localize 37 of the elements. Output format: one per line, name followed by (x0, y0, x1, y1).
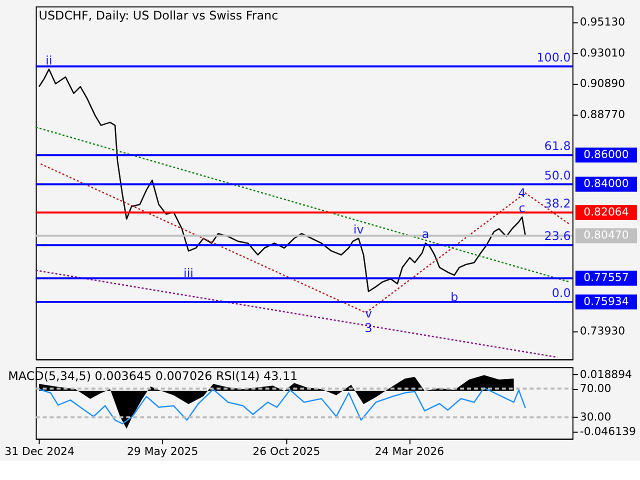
annotation: 23.6 (544, 229, 571, 244)
annotation: 38.2 (544, 196, 571, 211)
annotation: v (364, 306, 372, 320)
line-series (38, 387, 526, 424)
y2-tick-label: 30.00 (580, 410, 612, 424)
annotation: 61.8 (544, 139, 571, 154)
annotation: 4 (518, 186, 526, 200)
ref-line-label: 0.82064 (584, 205, 629, 218)
annotation: 0.0 (552, 286, 571, 300)
annotation: 3 (364, 321, 372, 336)
y-tick-label: -0.046139 (580, 424, 636, 438)
x-tick-label: 29 May 2025 (126, 445, 198, 458)
annotation: iv (353, 222, 364, 236)
annotation: ii (46, 53, 52, 68)
y-tick-label: 0.73930 (580, 324, 626, 338)
line-series (38, 68, 526, 292)
annotation: 100.0 (536, 50, 571, 64)
x-tick-label: 24 Mar 2026 (374, 445, 444, 458)
y-tick-label: 0.95130 (580, 15, 626, 28)
y-tick-label: 0.88770 (580, 108, 626, 122)
ref-line-label: 0.75934 (584, 294, 629, 308)
x-tick-label: 31 Dec 2024 (4, 445, 75, 458)
chart-title: USDCHF, Daily: US Dollar vs Swiss Franc (38, 8, 278, 22)
y-tick-label: 0.018894 (580, 368, 632, 381)
x-tick-label: 26 Oct 2025 (252, 445, 320, 458)
annotation: b (450, 290, 458, 304)
y-tick-label: 0.90890 (580, 77, 626, 90)
ref-line-label: 0.77557 (584, 271, 629, 284)
y-tick-label: 0.93010 (580, 46, 626, 60)
annotation: 50.0 (544, 168, 571, 182)
y2-tick-label: 70.00 (580, 382, 612, 396)
annotation: a (422, 227, 430, 242)
annotation: c (518, 201, 526, 216)
ref-line-label: 0.84000 (584, 177, 629, 190)
ref-line-label: 0.86000 (584, 148, 629, 162)
ref-line-label: 0.80470 (584, 228, 629, 242)
annotation: iii (184, 266, 194, 280)
